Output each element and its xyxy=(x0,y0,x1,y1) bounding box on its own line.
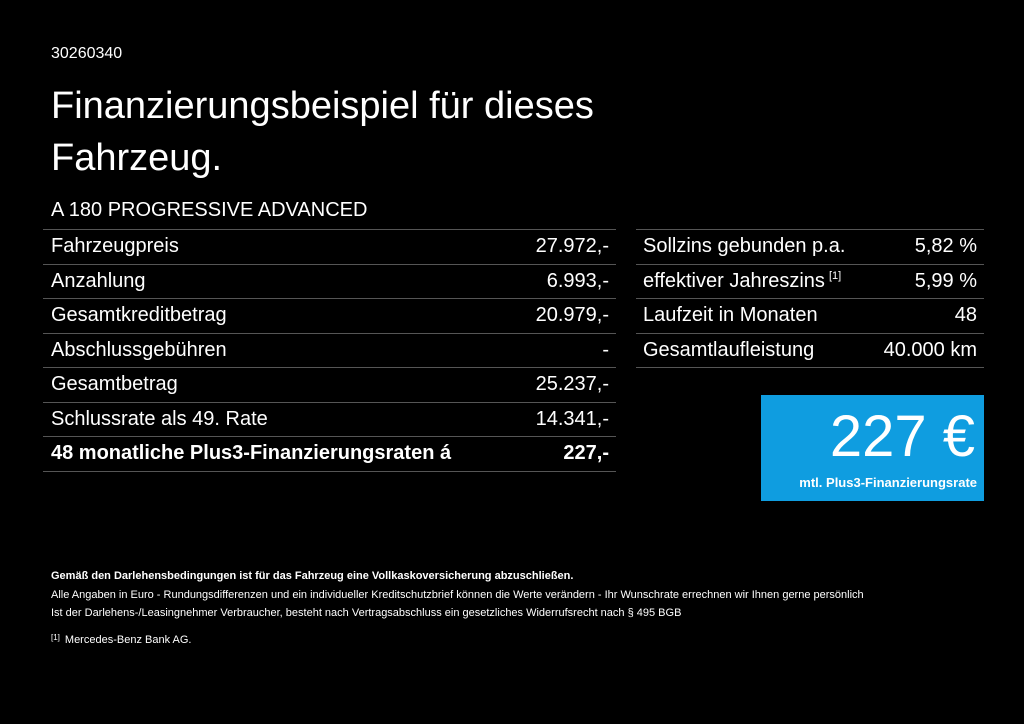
row-label-cell: Gesamtkreditbetrag xyxy=(51,304,227,327)
table-row: Schlussrate als 49. Rate 14.341,- xyxy=(43,403,616,437)
left-table: Fahrzeugpreis 27.972,- Anzahlung 6.993,- Ges… xyxy=(43,229,616,472)
reference-text: Mercedes-Benz Bank AG. xyxy=(64,634,192,646)
row-value: 5,99 % xyxy=(914,269,977,292)
row-value: 27.972,- xyxy=(535,235,609,258)
table-row: Gesamtkreditbetrag 20.979,- xyxy=(43,299,616,334)
table-row: effektiver Jahreszins [1] 5,99 % xyxy=(636,265,984,299)
row-value: 20.979,- xyxy=(535,304,609,327)
footnote-line: Ist der Darlehens-/Leasingnehmer Verbrau… xyxy=(51,607,682,619)
row-label: Fahrzeugpreis xyxy=(51,235,179,258)
reference-mark: [1] xyxy=(51,633,60,642)
row-value: 5,82 % xyxy=(914,235,977,258)
footnotes: Gemäß den Darlehensbedingungen ist für d… xyxy=(51,570,864,626)
row-label: Gesamtlaufleistung xyxy=(643,338,815,361)
row-value: 25.237,- xyxy=(535,373,609,396)
row-label: Anzahlung xyxy=(51,269,146,292)
row-label-cell: Schlussrate als 49. Rate xyxy=(51,408,268,431)
rate-caption: mtl. Plus3-Finanzierungsrate xyxy=(799,475,977,490)
vehicle-id: 30260340 xyxy=(51,45,123,62)
row-label: Laufzeit in Monaten xyxy=(643,304,818,327)
row-label-cell: Fahrzeugpreis xyxy=(51,235,179,258)
title: Finanzierungsbeispiel für dieses Fahrzeu… xyxy=(51,85,594,179)
row-label-cell: 48 monatliche Plus3-Finanzierungsraten á xyxy=(51,442,451,465)
row-label: Gesamtkreditbetrag xyxy=(51,304,227,327)
row-label-cell: Sollzins gebunden p.a. xyxy=(643,235,845,258)
row-value: 40.000 km xyxy=(883,338,977,361)
row-label: Abschlussgebühren xyxy=(51,338,227,361)
row-value: 6.993,- xyxy=(546,269,609,292)
references: [1] Mercedes-Benz Bank AG. xyxy=(51,633,191,646)
reference: [1] Mercedes-Benz Bank AG. xyxy=(51,633,191,646)
row-label: 48 monatliche Plus3-Finanzierungsraten á xyxy=(51,442,452,465)
table-row: Gesamtbetrag 25.237,- xyxy=(43,368,616,403)
footnote-line: Alle Angaben in Euro - Rundungsdifferenz… xyxy=(51,588,864,601)
footnote-line: Gemäß den Darlehensbedingungen ist für d… xyxy=(51,570,574,582)
table-row: 48 monatliche Plus3-Finanzierungsraten á… xyxy=(43,437,616,472)
row-label-cell: Anzahlung xyxy=(51,270,146,293)
row-value: 14.341,- xyxy=(535,407,609,430)
rate-amount: 227 € xyxy=(829,404,975,469)
footnote-ref: [1] xyxy=(828,270,842,283)
row-label: Schlussrate als 49. Rate xyxy=(51,407,268,430)
row-label: Sollzins gebunden p.a. xyxy=(643,235,846,258)
table-row: Sollzins gebunden p.a. 5,82 % xyxy=(636,230,984,265)
right-table: Sollzins gebunden p.a. 5,82 % effektiver J… xyxy=(636,229,984,368)
table-row: Fahrzeugpreis 27.972,- xyxy=(43,230,616,265)
row-label: effektiver Jahreszins xyxy=(643,269,825,292)
model: A 180 PROGRESSIVE ADVANCED xyxy=(51,199,368,221)
row-label-cell: effektiver Jahreszins [1] xyxy=(643,270,841,293)
table-row: Laufzeit in Monaten 48 xyxy=(636,299,984,334)
table-row: Gesamtlaufleistung 40.000 km xyxy=(636,334,984,368)
row-value: 227,- xyxy=(563,442,609,465)
table-row: Anzahlung 6.993,- xyxy=(43,265,616,299)
row-label: Gesamtbetrag xyxy=(51,373,178,396)
row-label-cell: Gesamtlaufleistung xyxy=(643,339,814,362)
row-label-cell: Abschlussgebühren xyxy=(51,339,227,362)
row-value: 48 xyxy=(954,304,977,327)
row-label-cell: Gesamtbetrag xyxy=(51,373,178,396)
rate-box: 227 € mtl. Plus3-Finanzierungsrate xyxy=(761,395,984,501)
row-label-cell: Laufzeit in Monaten xyxy=(643,304,818,327)
table-row: Abschlussgebühren - xyxy=(43,334,616,368)
row-value: - xyxy=(602,338,609,361)
